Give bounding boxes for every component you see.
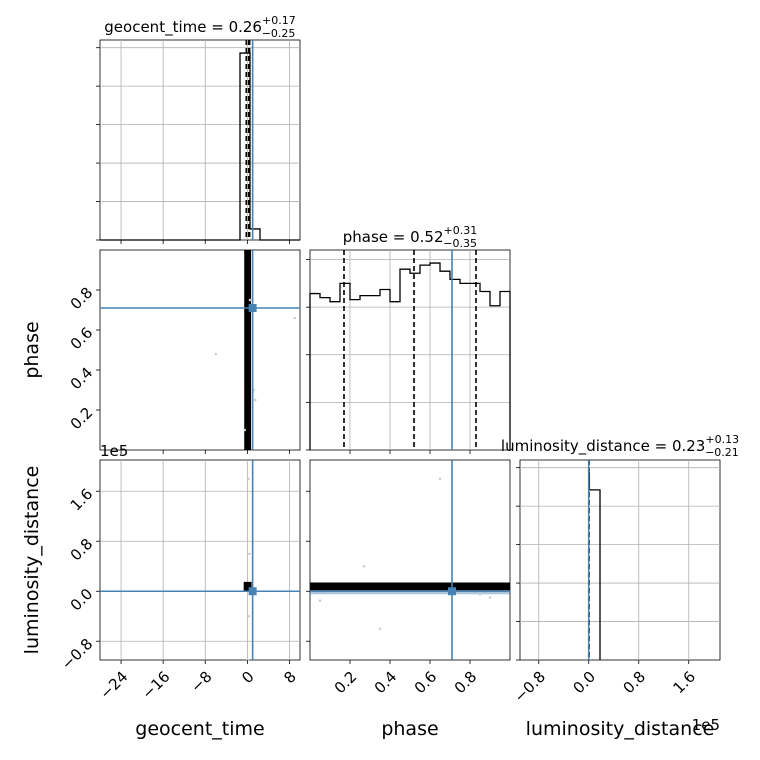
- x-axis-label-luminosity-distance: luminosity_distance: [526, 718, 715, 740]
- scatter-point: [478, 593, 482, 596]
- x-tick-label: 0.6: [411, 668, 441, 698]
- density-band: [244, 250, 252, 450]
- scatter-point: [243, 428, 247, 432]
- density-blob: [243, 581, 252, 592]
- scatter-point: [248, 552, 251, 556]
- y-offset-text: 1e5: [100, 442, 128, 460]
- title-minus: −0.35: [443, 237, 477, 250]
- quantile-lines: [245, 40, 251, 240]
- density-band: [310, 582, 510, 591]
- title-minus: −0.25: [262, 27, 296, 40]
- x-axis-label-phase: phase: [381, 718, 438, 740]
- title-luminosity-distance: luminosity_distance = 0.23+0.13 −0.21: [501, 433, 739, 459]
- title-plus: +0.17: [262, 14, 296, 27]
- y-tick-label: 0.2: [67, 404, 97, 434]
- panel-phase-vs-geocent-time: 0.2 0.4 0.6 0.8: [67, 249, 301, 454]
- y-tick-label: −0.8: [58, 635, 96, 673]
- histogram-step: [100, 52, 300, 241]
- panel-luminosity-distance-vs-geocent-time: −0.8 0.0 0.8 1.6 −24 −16 −8 0 8 1e5: [58, 442, 301, 703]
- tick-marks: [306, 490, 471, 664]
- x-tick-label: 0.8: [620, 668, 650, 698]
- x-tick-label: 0.4: [371, 668, 401, 698]
- title-plus: +0.31: [444, 224, 478, 237]
- truth-marker: [448, 587, 456, 596]
- y-tick-labels-luminosity-distance: −0.8 0.0 0.8 1.6: [58, 485, 96, 673]
- x-tick-label: 0.2: [331, 668, 361, 698]
- scatter-point: [247, 477, 250, 481]
- scatter-point: [247, 614, 251, 618]
- scatter-point: [362, 564, 366, 568]
- panel-frame: [99, 459, 301, 661]
- panel-hist-luminosity-distance: −0.8 0.0 0.8 1.6 1e5 luminosity_distance = …: [501, 433, 739, 734]
- x-tick-label: −8: [187, 668, 215, 696]
- y-tick-label: 0.4: [67, 364, 97, 394]
- title-minus: −0.21: [705, 446, 739, 459]
- y-tick-label: 0.6: [67, 324, 97, 354]
- scatter-point: [293, 316, 297, 320]
- tick-marks: [96, 490, 290, 664]
- y-tick-label: 1.6: [67, 485, 97, 515]
- title-phase: phase = 0.52+0.31 −0.35: [343, 224, 478, 250]
- x-tick-label: 0.0: [570, 668, 600, 698]
- panel-frame: [99, 249, 301, 451]
- y-tick-label: 0.8: [67, 535, 97, 565]
- x-tick-label: 1.6: [670, 668, 700, 698]
- scatter-point: [214, 352, 218, 356]
- x-tick-label: −24: [96, 668, 131, 703]
- title-plus: +0.13: [705, 433, 739, 446]
- truth-marker: [248, 587, 257, 596]
- tick-marks: [96, 289, 290, 454]
- panel-luminosity-distance-vs-phase: 0.2 0.4 0.6 0.8: [306, 459, 511, 698]
- title-geocent-time: geocent_time = 0.26+0.17 −0.25: [104, 14, 295, 40]
- scatter-point: [248, 298, 252, 302]
- grid-lines: [100, 40, 300, 240]
- panel-hist-geocent-time: geocent_time = 0.26+0.17 −0.25: [96, 14, 301, 244]
- scatter-point: [253, 398, 257, 402]
- x-tick-label: 8: [280, 668, 299, 687]
- scatter-point: [488, 596, 492, 599]
- density-band-edge: [310, 590, 510, 595]
- y-axis-label-phase: phase: [21, 321, 43, 378]
- x-tick-label: −16: [138, 668, 173, 703]
- panel-hist-phase: phase = 0.52+0.31 −0.35: [306, 224, 511, 454]
- x-tick-labels-phase: 0.2 0.4 0.6 0.8: [331, 668, 481, 698]
- scatter-point: [438, 477, 442, 481]
- x-axis-label-geocent-time: geocent_time: [135, 718, 264, 740]
- histogram-step: [309, 262, 511, 450]
- y-tick-label: 0.0: [67, 585, 97, 615]
- tick-marks: [516, 467, 690, 664]
- quantile-lines: [343, 250, 477, 450]
- y-tick-labels-phase: 0.2 0.4 0.6 0.8: [67, 284, 97, 434]
- panel-frame: [519, 459, 721, 661]
- x-tick-labels-geocent-time: −24 −16 −8 0 8: [96, 668, 300, 703]
- y-tick-label: 0.8: [67, 284, 97, 314]
- x-tick-labels-luminosity-distance: −0.8 0.0 0.8 1.6: [511, 668, 699, 706]
- x-tick-label: 0: [238, 668, 257, 687]
- x-tick-label: −0.8: [511, 668, 549, 706]
- scatter-point: [318, 599, 322, 602]
- panel-frame: [309, 459, 511, 661]
- tick-marks: [96, 47, 290, 244]
- x-offset-text: 1e5: [692, 716, 720, 734]
- x-tick-label: 0.8: [451, 668, 481, 698]
- panel-frame: [99, 39, 301, 241]
- truth-marker: [248, 304, 257, 312]
- panel-frame: [309, 249, 511, 451]
- scatter-point: [378, 627, 382, 631]
- y-axis-label-luminosity-distance: luminosity_distance: [21, 466, 43, 655]
- tick-marks: [306, 259, 471, 454]
- scatter-points: [318, 477, 492, 631]
